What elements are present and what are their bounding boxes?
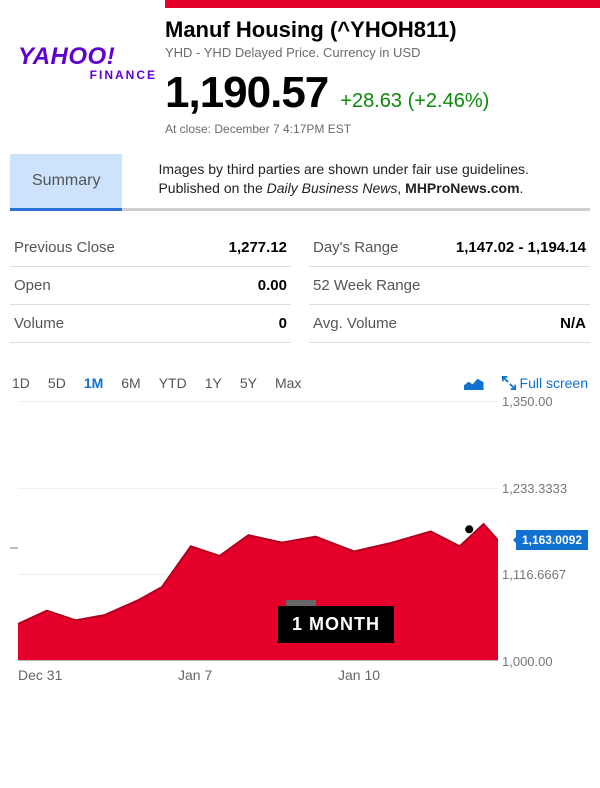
y-tick-label: 1,233.3333	[502, 481, 567, 496]
stat-52wk: 52 Week Range	[309, 267, 590, 305]
y-tick-label: 1,000.00	[502, 654, 553, 669]
range-5y[interactable]: 5Y	[240, 375, 257, 391]
chart-plot[interactable]: 1,350.001,233.33331,116.66671,000.00 1,1…	[18, 401, 498, 661]
quote-price: 1,190.57	[165, 68, 328, 118]
quote-close-note: At close: December 7 4:17PM EST	[165, 122, 590, 136]
logo: YAHOO! FINANCE	[10, 15, 165, 81]
logo-bang: !	[107, 43, 115, 70]
range-5d[interactable]: 5D	[48, 375, 66, 391]
quote-subtitle: YHD - YHD Delayed Price. Currency in USD	[165, 45, 590, 60]
y-tick-label: 1,350.00	[502, 394, 553, 409]
chart-area: 1D5D1M6MYTD1Y5YMaxFull screen 1,350.001,…	[10, 375, 590, 705]
x-tick-label: Jan 10	[338, 667, 498, 683]
logo-sub: FINANCE	[18, 69, 165, 81]
price-callout: 1,163.0092	[516, 530, 588, 550]
x-tick-label: Jan 7	[178, 667, 338, 683]
stat-open: Open 0.00	[10, 267, 291, 305]
range-1y[interactable]: 1Y	[205, 375, 222, 391]
top-accent-bar	[0, 0, 600, 10]
quote-header: YAHOO! FINANCE Manuf Housing (^YHOH811) …	[10, 15, 590, 136]
logo-main: YAHOO	[18, 45, 107, 69]
range-1d[interactable]: 1D	[12, 375, 30, 391]
chart-range-badge: 1 MONTH	[278, 606, 394, 643]
x-tick-label: Dec 31	[18, 667, 178, 683]
tab-summary[interactable]: Summary	[10, 154, 122, 208]
chart-type-icon[interactable]	[464, 376, 484, 390]
range-6m[interactable]: 6M	[121, 375, 140, 391]
full-screen-button[interactable]: Full screen	[502, 375, 588, 391]
y-tick-label: 1,116.6667	[502, 567, 566, 582]
disclaimer-text: Images by third parties are shown under …	[122, 154, 590, 208]
x-axis-labels: Dec 31Jan 7Jan 10	[18, 667, 498, 683]
chart-svg	[18, 402, 498, 661]
stat-avg-volume: Avg. Volume N/A	[309, 305, 590, 343]
quote-title: Manuf Housing (^YHOH811)	[165, 17, 590, 43]
stats-grid: Previous Close 1,277.12 Day's Range 1,14…	[10, 229, 590, 343]
quote-change: +28.63 (+2.46%)	[340, 90, 489, 113]
range-1m[interactable]: 1M	[84, 375, 103, 391]
stat-day-range: Day's Range 1,147.02 - 1,194.14	[309, 229, 590, 267]
left-axis-tick	[10, 547, 18, 549]
stat-volume: Volume 0	[10, 305, 291, 343]
range-ytd[interactable]: YTD	[159, 375, 187, 391]
range-max[interactable]: Max	[275, 375, 301, 391]
stat-prev-close: Previous Close 1,277.12	[10, 229, 291, 267]
